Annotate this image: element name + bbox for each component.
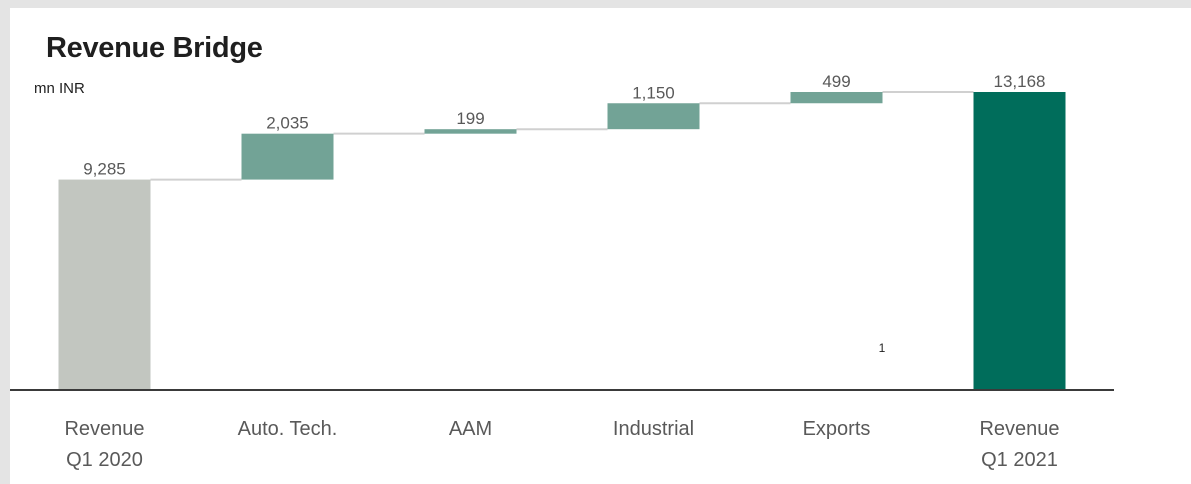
bar-5 [973,92,1066,389]
bar-4 [790,92,883,104]
unit-label: mn INR [34,80,85,97]
x-tick-label: Industrial [613,418,694,440]
bar-1 [241,133,334,180]
data-label: 499 [822,72,850,91]
x-tick-label: Q1 2021 [981,449,1058,471]
bar-0 [58,179,151,389]
x-tick-label: Revenue [64,418,144,440]
data-label: 13,168 [994,72,1046,91]
footnote-marker: 1 [879,341,886,355]
x-tick-label: Revenue [979,418,1059,440]
data-label: 199 [456,109,484,128]
bar-2 [424,129,517,134]
data-label: 2,035 [266,114,309,133]
x-tick-label: Q1 2020 [66,449,143,471]
x-tick-label: Exports [803,418,871,440]
data-label: 1,150 [632,83,675,102]
x-tick-label: AAM [449,418,492,440]
chart-title: Revenue Bridge [46,32,263,64]
bar-3 [607,103,700,130]
data-label: 9,285 [83,160,126,179]
slide-canvas: Revenue Bridge mn INR 9,285 2,035 199 1,150… [10,8,1191,484]
waterfall-chart: 9,285 2,035 199 1,150 499 13,168 Revenue Q1 202… [10,72,1114,471]
x-tick-label: Auto. Tech. [238,418,338,440]
